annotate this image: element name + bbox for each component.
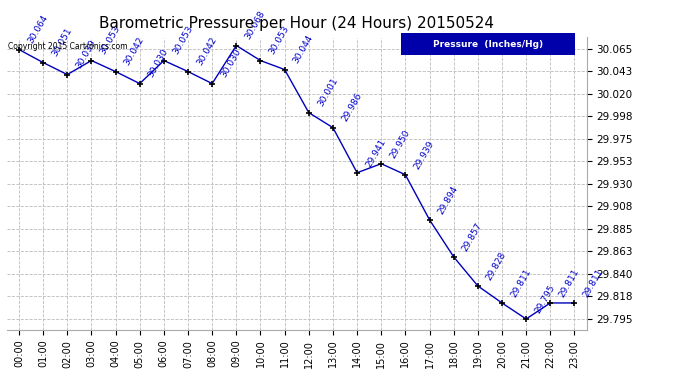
Text: 30.039: 30.039 (75, 39, 98, 70)
Text: 29.795: 29.795 (533, 283, 557, 315)
Text: 30.064: 30.064 (26, 13, 50, 45)
Title: Barometric Pressure per Hour (24 Hours) 20150524: Barometric Pressure per Hour (24 Hours) … (99, 15, 494, 30)
Text: 30.053: 30.053 (268, 24, 291, 56)
Text: 29.941: 29.941 (364, 137, 388, 169)
Text: 30.053: 30.053 (99, 24, 122, 56)
Text: 30.030: 30.030 (219, 48, 243, 80)
Text: 29.986: 29.986 (340, 92, 364, 123)
Text: Copyright 2015 Cartronics.com: Copyright 2015 Cartronics.com (8, 42, 128, 51)
Text: 29.894: 29.894 (437, 184, 460, 216)
Text: 30.042: 30.042 (195, 36, 219, 68)
Text: 29.950: 29.950 (388, 128, 412, 159)
Text: 30.053: 30.053 (171, 24, 195, 56)
Text: 30.001: 30.001 (316, 76, 339, 108)
Text: 29.811: 29.811 (558, 267, 581, 299)
Text: 30.051: 30.051 (50, 27, 74, 58)
Text: 30.044: 30.044 (292, 34, 315, 65)
Text: 29.811: 29.811 (509, 267, 533, 299)
Text: 30.030: 30.030 (147, 48, 170, 80)
Text: 30.042: 30.042 (123, 36, 146, 68)
Text: 29.811: 29.811 (582, 267, 605, 299)
Text: 30.068: 30.068 (244, 9, 267, 41)
Text: 29.939: 29.939 (413, 139, 436, 171)
Text: 29.857: 29.857 (461, 221, 484, 253)
Text: 29.828: 29.828 (485, 250, 509, 282)
